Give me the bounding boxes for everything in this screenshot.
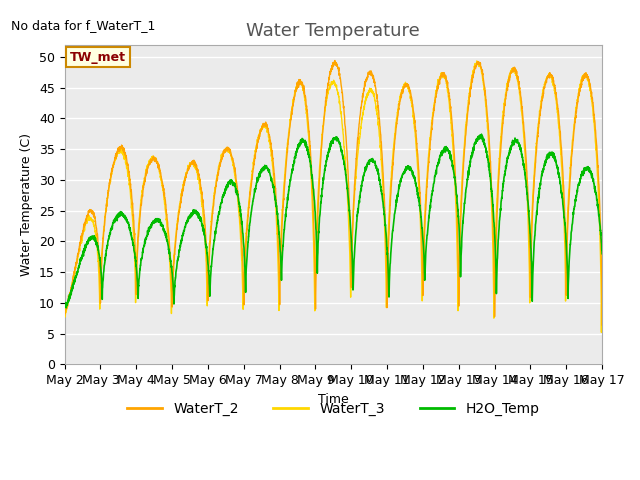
Legend: WaterT_2, WaterT_3, H2O_Temp: WaterT_2, WaterT_3, H2O_Temp (122, 396, 545, 421)
X-axis label: Time: Time (318, 393, 349, 406)
Y-axis label: Water Temperature (C): Water Temperature (C) (20, 133, 33, 276)
Text: No data for f_WaterT_1: No data for f_WaterT_1 (11, 19, 156, 32)
Title: Water Temperature: Water Temperature (246, 22, 420, 40)
Text: TW_met: TW_met (70, 50, 126, 63)
